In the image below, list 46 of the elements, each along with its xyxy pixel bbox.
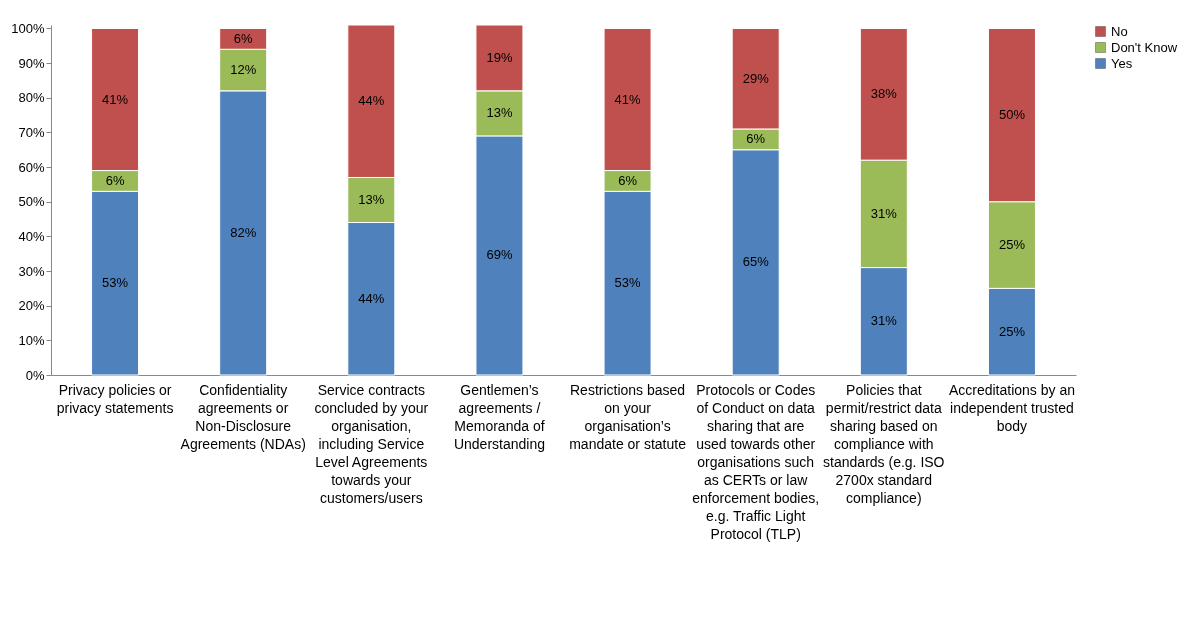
data-label: 19% (486, 49, 513, 65)
data-label: 25% (998, 237, 1026, 253)
data-label: 13% (358, 192, 385, 207)
x-tick-label: Service contracts concluded by your organisation, including Service Level Agreements towards your customers/users (314, 381, 429, 506)
legend-label: Yes (1111, 55, 1133, 71)
data-label: 69% (486, 247, 513, 263)
data-label: 6% (746, 131, 766, 147)
y-tick-label: 10% (18, 332, 45, 348)
x-tick-label: Policies that permit/restrict data sharing based on compliance with standards (e.g. ISO 2700x standard compliance) (823, 381, 945, 506)
y-tick-label: 60% (18, 159, 45, 175)
data-label: 41% (102, 91, 129, 107)
x-tick-label: Accreditations by an independent trusted body (948, 381, 1075, 434)
y-tick-label: 80% (18, 90, 45, 106)
data-label: 44% (358, 93, 385, 109)
data-label: 31% (870, 205, 898, 221)
x-tick-label: Gentlemen’s agreements / Memoranda of Understanding (453, 381, 545, 452)
legend-label: No (1111, 23, 1128, 39)
data-label: 50% (998, 107, 1026, 123)
x-tick-label: Privacy policies or privacy statements (56, 381, 174, 416)
data-label: 38% (870, 86, 898, 102)
data-label: 25% (998, 323, 1026, 339)
y-tick-label: 40% (18, 228, 45, 244)
y-tick-label: 100% (11, 20, 45, 36)
x-tick-label: Restrictions based on your organisation’s mandate or statute (569, 381, 687, 452)
data-label: 82% (230, 224, 257, 240)
data-label: 12% (230, 62, 257, 78)
data-label: 65% (742, 254, 770, 270)
data-label: 41% (614, 91, 642, 107)
data-label: 31% (870, 313, 898, 329)
x-tick-label: Confidentiality agreements or Non-Disclosure Agreements (NDAs) (180, 381, 306, 452)
data-label: 29% (742, 70, 770, 86)
y-tick-label: 70% (18, 124, 45, 140)
data-label: 6% (105, 172, 125, 188)
data-label: 6% (233, 30, 254, 46)
data-label: 53% (102, 275, 129, 291)
data-label: 6% (618, 172, 638, 188)
legend-label: Don't Know (1111, 39, 1178, 55)
data-label: 53% (614, 275, 642, 291)
y-tick-label: 90% (18, 55, 45, 71)
y-tick-label: 50% (18, 194, 45, 210)
data-label: 13% (486, 105, 513, 121)
category-label: Protocols or Codes of Conduct on data sharing that are used towards other organisations such as CERTs or law enforcement bodies, e.g. Traffic Light Protocol (TLP) (692, 381, 820, 542)
data-label: 44% (358, 290, 385, 306)
y-tick-label: 30% (18, 263, 45, 279)
y-tick-label: 20% (18, 298, 45, 314)
y-tick-label: 0% (25, 367, 45, 383)
